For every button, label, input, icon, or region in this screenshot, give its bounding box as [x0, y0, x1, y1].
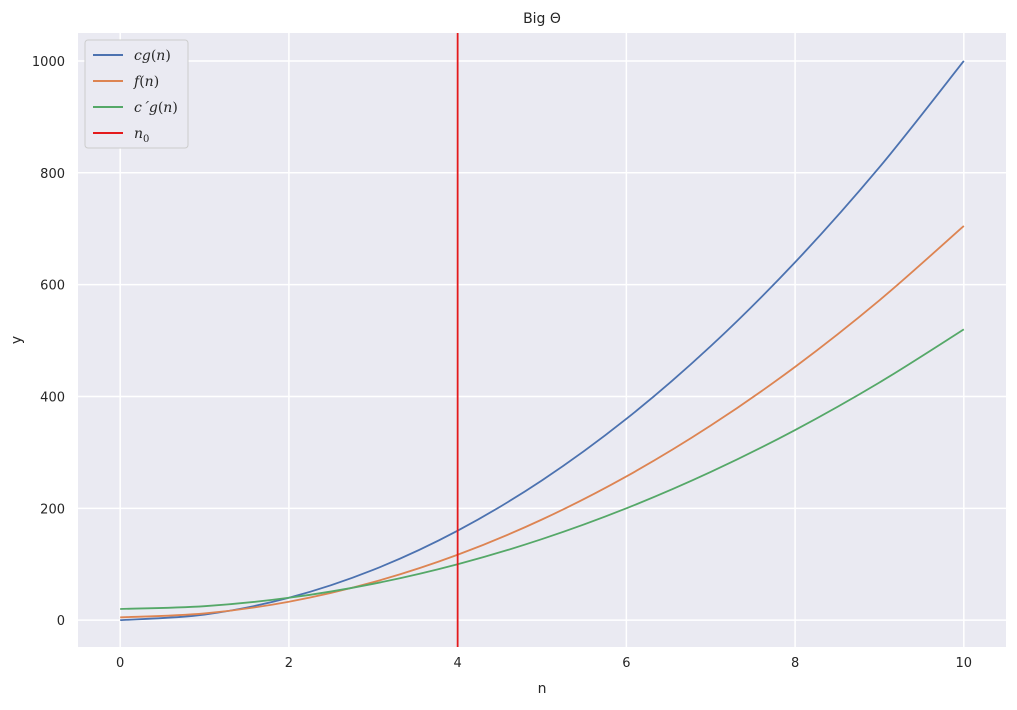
- chart-title: Big Θ: [523, 11, 561, 27]
- x-axis-ticks: 0 2 4 6 8 10: [116, 656, 972, 671]
- x-axis-label: n: [538, 681, 547, 697]
- y-axis-label: y: [9, 336, 25, 344]
- series-line-1: [120, 60, 965, 622]
- series-line-3: [120, 328, 965, 610]
- y-tick-label: 1000: [32, 55, 65, 70]
- y-tick-label: 400: [40, 390, 65, 405]
- x-tick-label: 8: [791, 656, 799, 671]
- x-tick-label: 4: [453, 656, 461, 671]
- legend: cg(n) f(n) c´g(n) n0: [84, 39, 189, 149]
- legend-box: [84, 39, 189, 149]
- series-line-2: [120, 225, 965, 619]
- x-tick-label: 10: [956, 656, 973, 671]
- x-tick-label: 0: [116, 656, 124, 671]
- y-tick-label: 200: [40, 502, 65, 517]
- y-tick-label: 800: [40, 167, 65, 182]
- plot-area-background: [78, 33, 1006, 647]
- legend-label: f(n): [133, 74, 159, 90]
- legend-label: cg(n): [134, 48, 171, 64]
- y-tick-label: 0: [57, 614, 65, 629]
- legend-label: n0: [134, 126, 149, 145]
- series-lines: [120, 60, 965, 622]
- y-tick-label: 600: [40, 279, 65, 294]
- x-tick-label: 2: [285, 656, 293, 671]
- legend-label: c´g(n): [134, 100, 178, 116]
- y-axis-ticks: 0 200 400 600 800 1000: [32, 55, 65, 629]
- x-tick-label: 6: [622, 656, 630, 671]
